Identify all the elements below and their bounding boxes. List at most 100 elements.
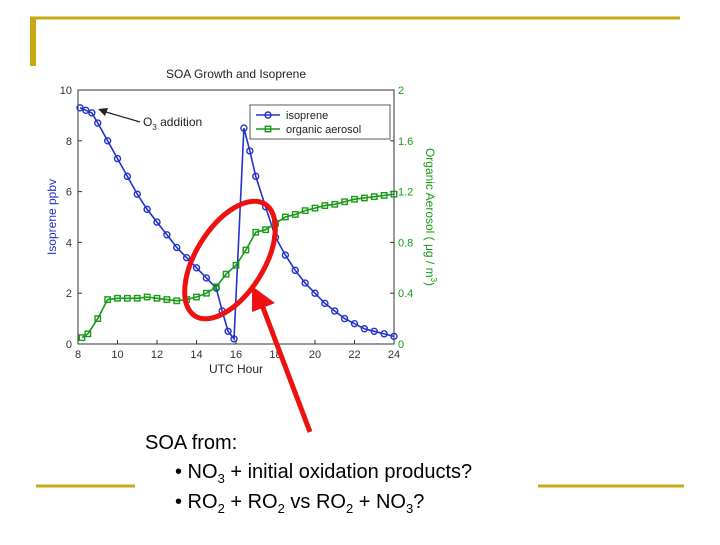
marker bbox=[114, 294, 121, 302]
marker bbox=[163, 296, 171, 303]
marker bbox=[104, 296, 112, 303]
marker bbox=[224, 327, 232, 335]
marker bbox=[133, 294, 141, 302]
marker bbox=[173, 243, 181, 252]
marker bbox=[113, 154, 122, 163]
marker bbox=[232, 261, 240, 269]
y-tick-label: 0 bbox=[66, 339, 72, 351]
marker bbox=[331, 307, 339, 315]
marker bbox=[321, 202, 329, 209]
marker bbox=[390, 190, 398, 198]
marker bbox=[264, 125, 272, 133]
annotation-part: 3 bbox=[152, 123, 157, 132]
marker bbox=[143, 205, 151, 214]
marker bbox=[351, 195, 358, 203]
marker bbox=[182, 253, 191, 262]
marker bbox=[264, 111, 272, 119]
marker bbox=[370, 327, 378, 335]
x-tick-label: 14 bbox=[190, 349, 202, 361]
marker bbox=[360, 325, 369, 333]
y2-axis-label: Organic Aerosol ( μg / m3) bbox=[423, 148, 438, 286]
x-axis-label: UTC Hour bbox=[209, 362, 263, 376]
slide-text: SOA from:• NO3 + initial oxidation produ… bbox=[145, 432, 472, 516]
y2-label-part: ) bbox=[423, 282, 437, 286]
marker bbox=[340, 314, 349, 323]
highlight-ellipse bbox=[182, 198, 278, 322]
marker bbox=[153, 294, 161, 302]
x-tick-label: 16 bbox=[230, 349, 242, 361]
marker bbox=[123, 294, 131, 302]
marker bbox=[246, 147, 254, 155]
marker bbox=[242, 246, 250, 254]
annotation-arrow bbox=[105, 111, 141, 123]
marker bbox=[222, 270, 230, 278]
y2-tick-label: 1.2 bbox=[398, 187, 413, 199]
bullet-part: + NO bbox=[353, 491, 406, 513]
y2-tick-label: 2 bbox=[398, 85, 404, 97]
marker bbox=[212, 283, 220, 291]
bullet-part: vs RO bbox=[285, 491, 346, 513]
marker bbox=[380, 330, 388, 338]
marker bbox=[252, 228, 260, 236]
marker bbox=[84, 330, 92, 338]
marker bbox=[331, 200, 339, 208]
y-tick-label: 6 bbox=[66, 187, 72, 199]
marker bbox=[341, 198, 349, 206]
y-tick-label: 8 bbox=[66, 136, 72, 148]
marker bbox=[370, 193, 378, 201]
marker bbox=[94, 315, 102, 322]
bullet-part: 3 bbox=[406, 501, 413, 516]
bullet-part: 2 bbox=[346, 501, 353, 516]
marker bbox=[321, 299, 329, 308]
annotation: O3 addition bbox=[143, 115, 202, 132]
marker bbox=[301, 279, 309, 287]
marker bbox=[380, 192, 388, 199]
bullet-part: + initial oxidation products? bbox=[225, 461, 472, 483]
marker bbox=[123, 172, 132, 181]
bullet-part: + RO bbox=[225, 491, 278, 513]
marker bbox=[240, 124, 248, 132]
slide-bullet: • NO3 + initial oxidation products? bbox=[175, 461, 472, 486]
annotation-part: O bbox=[143, 115, 152, 129]
marker bbox=[143, 293, 151, 301]
marker bbox=[311, 204, 319, 212]
marker bbox=[291, 211, 299, 218]
bullet-part: 3 bbox=[218, 471, 225, 486]
marker bbox=[311, 289, 319, 297]
y-tick-label: 2 bbox=[66, 288, 72, 300]
y-tick-label: 4 bbox=[66, 237, 72, 249]
annotation-part: addition bbox=[157, 115, 202, 129]
decor-bar bbox=[30, 18, 36, 66]
slide-bullet: • RO2 + RO2 vs RO2 + NO3? bbox=[175, 491, 424, 516]
bullet-part: 2 bbox=[278, 501, 285, 516]
marker bbox=[88, 109, 96, 117]
marker bbox=[202, 289, 210, 297]
y2-tick-label: 0.4 bbox=[398, 288, 413, 300]
x-tick-label: 12 bbox=[151, 349, 163, 361]
marker bbox=[230, 335, 238, 343]
bullet-part: • NO bbox=[175, 461, 218, 483]
marker bbox=[76, 104, 84, 112]
marker bbox=[163, 231, 171, 239]
legend-box bbox=[249, 104, 391, 140]
y-tick-label: 10 bbox=[60, 85, 72, 97]
marker bbox=[252, 172, 260, 181]
marker bbox=[281, 213, 289, 221]
y2-tick-label: 1.6 bbox=[398, 136, 413, 148]
marker bbox=[291, 266, 299, 275]
y2-label-part: Organic Aerosol ( μg / m bbox=[423, 148, 437, 278]
red-arrow bbox=[259, 304, 313, 433]
marker bbox=[262, 226, 270, 234]
legend-label: isoprene bbox=[286, 110, 328, 122]
marker bbox=[202, 274, 211, 282]
x-tick-label: 8 bbox=[75, 349, 81, 361]
marker bbox=[82, 106, 90, 115]
x-tick-label: 22 bbox=[348, 349, 360, 361]
marker bbox=[301, 207, 309, 215]
marker bbox=[281, 251, 290, 259]
chart: SOA Growth and Isoprene UTC Hour Isoprene … bbox=[45, 67, 438, 376]
bullet-part: • RO bbox=[175, 491, 218, 513]
x-tick-label: 24 bbox=[388, 349, 400, 361]
chart-title: SOA Growth and Isoprene bbox=[166, 67, 306, 81]
